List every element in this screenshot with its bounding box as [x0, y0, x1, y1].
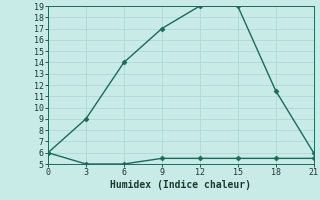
X-axis label: Humidex (Indice chaleur): Humidex (Indice chaleur) — [110, 180, 251, 190]
